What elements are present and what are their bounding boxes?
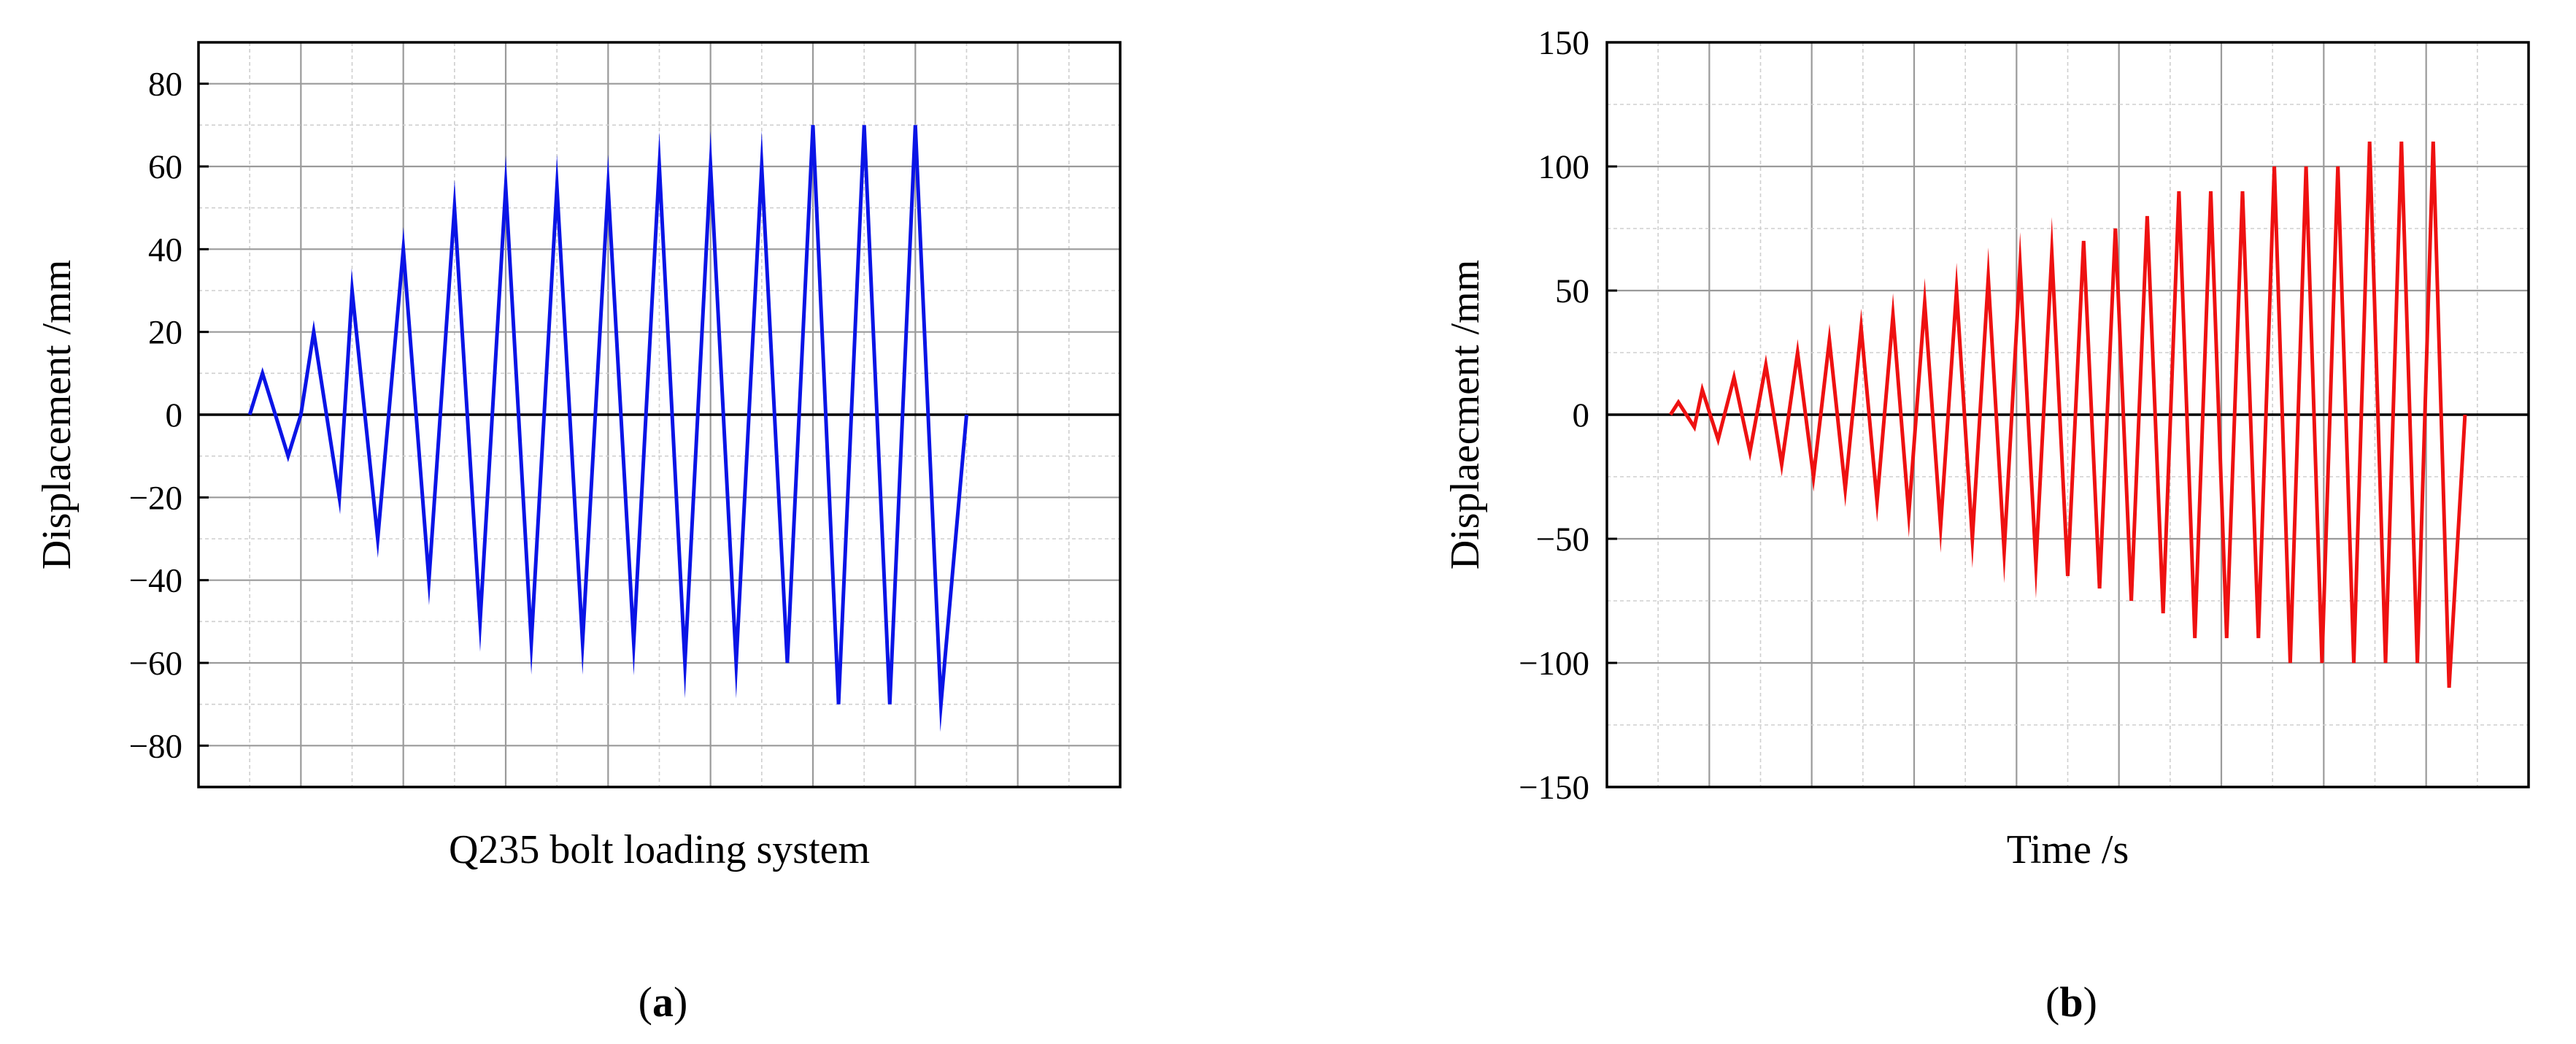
panel-a-label: (a) [639, 978, 688, 1026]
panel-b-ytick-label: 50 [1555, 272, 1589, 310]
chart-panel-b: −150 −100 −50 0 50 100 150 Time /s Displaecment … [1443, 24, 2530, 1026]
panel-a-ytick-label: 20 [148, 314, 182, 352]
panel-a-ytick-label: 60 [148, 148, 182, 186]
panel-a-ytick-label: −20 [128, 479, 182, 517]
panel-b-ytick-label: 0 [1573, 396, 1590, 434]
panel-b-series-line-1 [1668, 141, 2467, 688]
panel-a-ytick-label: −60 [128, 645, 182, 683]
panel-a-ytick-label: −40 [128, 562, 182, 600]
panel-b-label: (b) [2045, 978, 2097, 1026]
panel-b-ytick-label: 100 [1538, 148, 1590, 186]
panel-a-ytick-label: −80 [128, 727, 182, 765]
panel-a-ytick-label: 40 [148, 231, 182, 269]
panel-b-x-axis-title: Time /s [2007, 827, 2129, 872]
panel-b-y-axis-title: Displaecment /mm [1443, 260, 1488, 570]
panel-b-ytick-label: −50 [1535, 521, 1589, 559]
panel-a-ytick-label: 80 [148, 66, 182, 104]
panel-b-ytick-label: −150 [1519, 769, 1589, 807]
panel-b-ytick-label: 150 [1538, 24, 1590, 62]
panel-a-y-axis-title: Displacement /mm [34, 260, 80, 570]
panel-a-series-line-1 [247, 125, 968, 732]
panel-b-ytick-label: −100 [1519, 645, 1589, 683]
panel-a-ytick-label: 0 [166, 396, 183, 434]
panel-a-x-axis-title: Q235 bolt loading system [449, 827, 870, 872]
chart-panel-a: −80 −60 −40 −20 0 20 40 60 80 Q235 bolt loading s… [34, 41, 1122, 1026]
